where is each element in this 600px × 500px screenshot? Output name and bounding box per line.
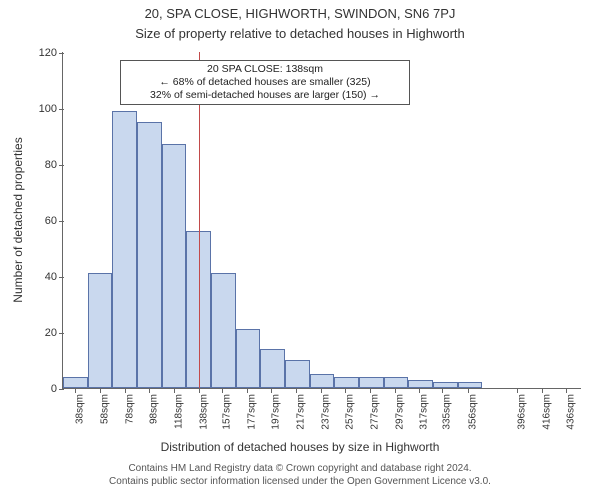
x-tick-mark xyxy=(75,388,76,393)
x-tick-mark xyxy=(419,388,420,393)
histogram-bar xyxy=(260,349,285,388)
x-tick-mark xyxy=(345,388,346,393)
x-tick-label: 317sqm xyxy=(417,394,430,430)
y-tick-label: 60 xyxy=(45,215,63,227)
histogram-bar xyxy=(285,360,310,388)
x-tick-label: 297sqm xyxy=(392,394,405,430)
x-tick-label: 217sqm xyxy=(294,394,307,430)
annotation-line3: 32% of semi-detached houses are larger (… xyxy=(125,89,405,102)
histogram-bar xyxy=(458,382,483,388)
x-tick-mark xyxy=(149,388,150,393)
y-axis-label: Number of detached properties xyxy=(11,137,25,302)
histogram-bar xyxy=(162,144,187,388)
x-tick-label: 138sqm xyxy=(196,394,209,430)
x-tick-mark xyxy=(468,388,469,393)
x-tick-label: 118sqm xyxy=(172,394,185,429)
x-tick-mark xyxy=(125,388,126,393)
footer-line2: Contains public sector information licen… xyxy=(0,475,600,488)
histogram-bar xyxy=(310,374,335,388)
x-tick-mark xyxy=(566,388,567,393)
y-tick-label: 0 xyxy=(51,383,63,395)
annotation-box: 20 SPA CLOSE: 138sqm← 68% of detached ho… xyxy=(120,60,410,105)
histogram-bar xyxy=(408,380,433,388)
x-tick-mark xyxy=(247,388,248,393)
x-tick-label: 78sqm xyxy=(122,394,135,424)
x-tick-mark xyxy=(542,388,543,393)
footer-line1: Contains HM Land Registry data © Crown c… xyxy=(0,462,600,475)
x-tick-label: 335sqm xyxy=(439,394,452,430)
x-tick-mark xyxy=(395,388,396,393)
histogram-bar xyxy=(211,273,236,388)
x-tick-label: 58sqm xyxy=(98,394,111,424)
histogram-bar xyxy=(88,273,113,388)
x-tick-mark xyxy=(222,388,223,393)
histogram-bar xyxy=(137,122,162,388)
annotation-line1: 20 SPA CLOSE: 138sqm xyxy=(125,63,405,76)
histogram-bar xyxy=(433,382,458,388)
annotation-line2: ← 68% of detached houses are smaller (32… xyxy=(125,76,405,89)
histogram-bar xyxy=(359,377,384,388)
x-tick-mark xyxy=(442,388,443,393)
y-tick-label: 120 xyxy=(39,47,63,59)
x-tick-label: 396sqm xyxy=(514,394,527,430)
x-tick-label: 177sqm xyxy=(244,394,257,430)
x-tick-label: 197sqm xyxy=(269,394,282,430)
x-tick-label: 98sqm xyxy=(147,394,160,424)
x-axis-label: Distribution of detached houses by size … xyxy=(0,440,600,454)
title-subtitle: Size of property relative to detached ho… xyxy=(0,26,600,41)
x-tick-mark xyxy=(321,388,322,393)
y-tick-label: 20 xyxy=(45,327,63,339)
histogram-bar xyxy=(236,329,261,388)
x-tick-label: 416sqm xyxy=(539,394,552,430)
histogram-bar xyxy=(334,377,359,388)
x-tick-mark xyxy=(296,388,297,393)
footer: Contains HM Land Registry data © Crown c… xyxy=(0,462,600,488)
histogram-bar xyxy=(63,377,88,388)
histogram-bar xyxy=(384,377,409,388)
x-tick-mark xyxy=(370,388,371,393)
x-tick-label: 38sqm xyxy=(73,394,86,424)
y-tick-label: 80 xyxy=(45,159,63,171)
x-tick-label: 277sqm xyxy=(368,394,381,430)
x-tick-label: 356sqm xyxy=(465,394,478,430)
x-tick-mark xyxy=(271,388,272,393)
x-tick-mark xyxy=(517,388,518,393)
histogram-bar xyxy=(112,111,137,388)
x-tick-mark xyxy=(100,388,101,393)
title-address: 20, SPA CLOSE, HIGHWORTH, SWINDON, SN6 7… xyxy=(0,6,600,21)
x-tick-label: 257sqm xyxy=(343,394,356,430)
x-tick-label: 436sqm xyxy=(564,394,577,430)
x-tick-mark xyxy=(199,388,200,393)
y-tick-label: 40 xyxy=(45,271,63,283)
x-tick-label: 237sqm xyxy=(318,394,331,430)
x-tick-label: 157sqm xyxy=(220,394,233,430)
y-tick-label: 100 xyxy=(39,103,63,115)
x-tick-mark xyxy=(174,388,175,393)
